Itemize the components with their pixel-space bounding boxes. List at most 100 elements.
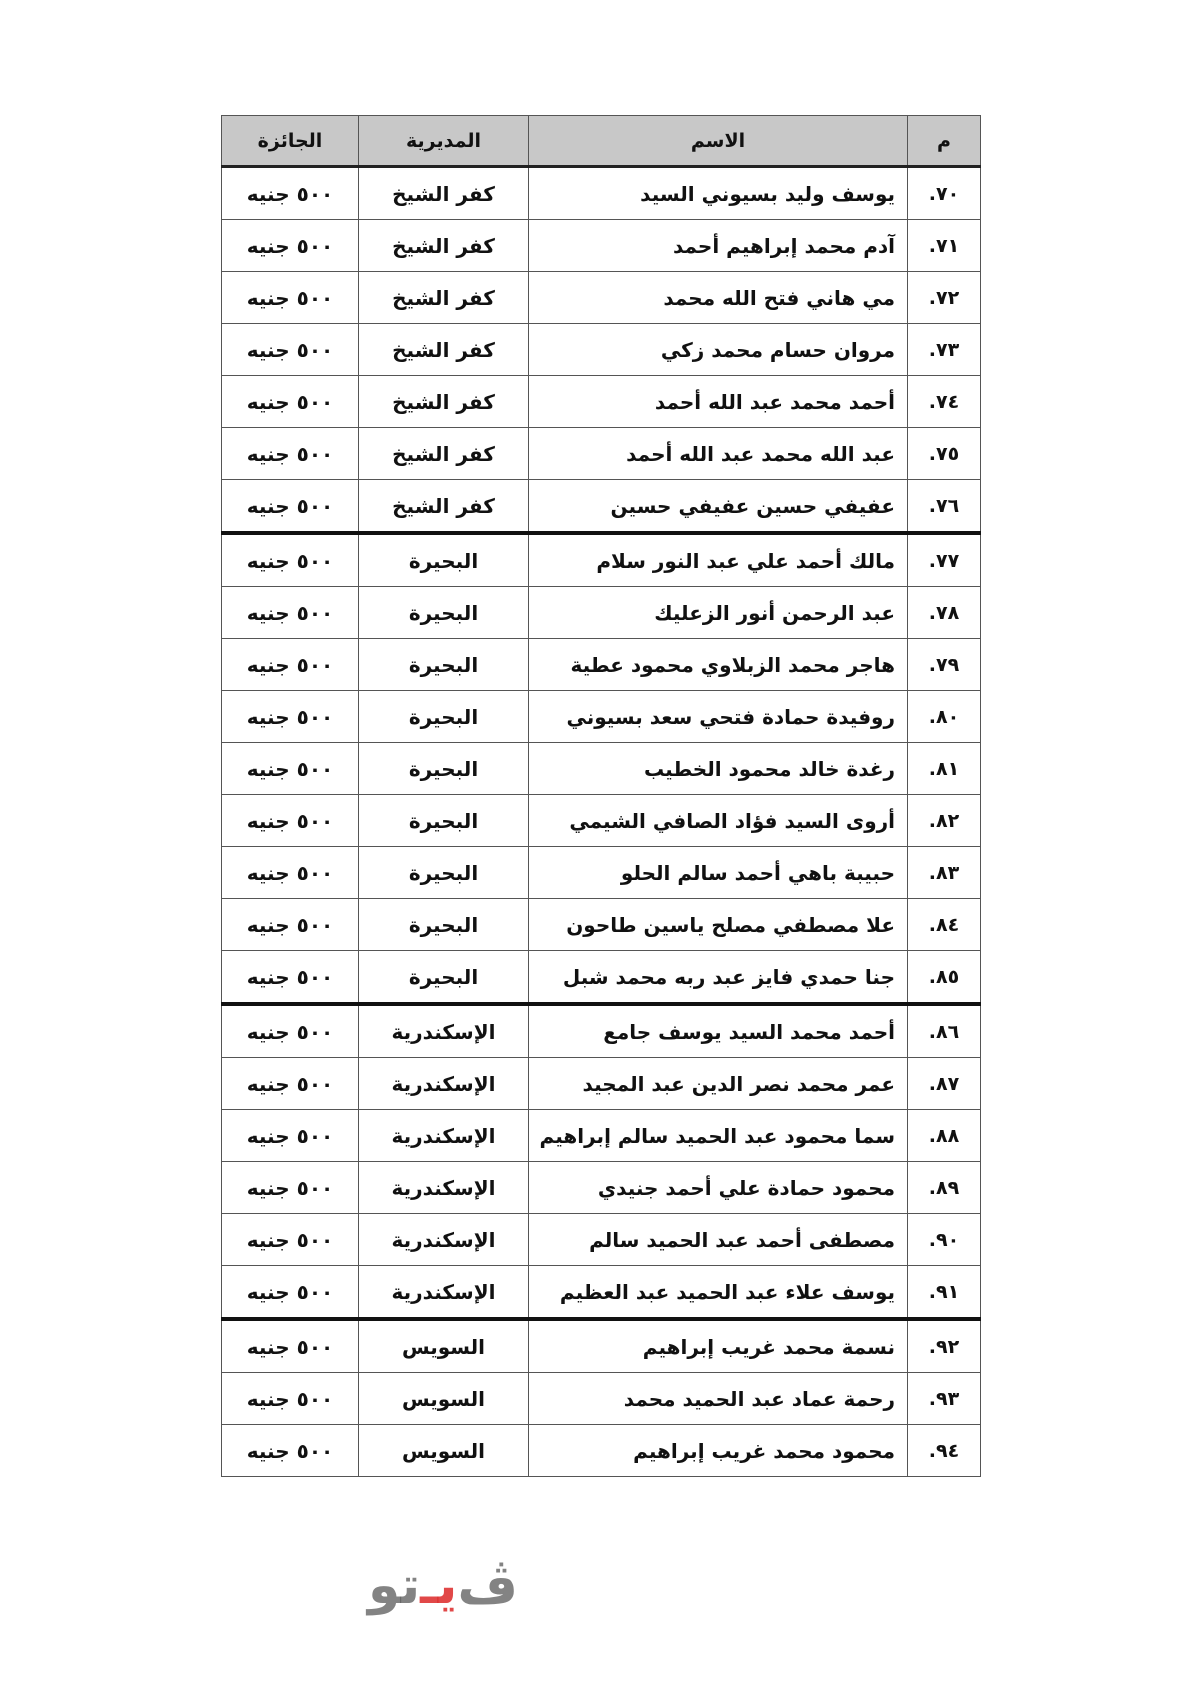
table-row: ٨٠. روفيدة حمادة فتحي سعد بسيوني البحيرة ٥٠… <box>221 690 981 743</box>
table-row: ٩٣. رحمة عماد عبد الحميد محمد السويس ٥٠٠ جن… <box>221 1372 981 1425</box>
row-prize: ٥٠٠ جنيه <box>221 1003 359 1058</box>
row-directorate: البحيرة <box>358 846 529 899</box>
table-row: ٧١. آدم محمد إبراهيم أحمد كفر الشيخ ٥٠٠ جني… <box>221 219 981 272</box>
row-name: نسمة محمد غريب إبراهيم <box>528 1318 908 1373</box>
row-index: ٩٢. <box>907 1318 981 1373</box>
table-row: ٨٥. جنا حمدي فايز عبد ربه محمد شبل البحيرة… <box>221 950 981 1006</box>
row-index: ٧٣. <box>907 323 981 376</box>
row-directorate: كفر الشيخ <box>358 479 529 535</box>
row-name: رغدة خالد محمود الخطيب <box>528 742 908 795</box>
row-name: مصطفى أحمد عبد الحميد سالم <box>528 1213 908 1266</box>
row-name: محمود محمد غريب إبراهيم <box>528 1424 908 1477</box>
header-directorate: المديرية <box>358 115 529 168</box>
row-directorate: كفر الشيخ <box>358 323 529 376</box>
row-name: أروى السيد فؤاد الصافي الشيمي <box>528 794 908 847</box>
row-prize: ٥٠٠ جنيه <box>221 1318 359 1373</box>
row-name: روفيدة حمادة فتحي سعد بسيوني <box>528 690 908 743</box>
row-prize: ٥٠٠ جنيه <box>221 1265 359 1321</box>
row-name: أحمد محمد السيد يوسف جامع <box>528 1003 908 1058</box>
table-row: ٨٦. أحمد محمد السيد يوسف جامع الإسكندرية ٥٠… <box>221 1003 981 1058</box>
table-row: ٧٤. أحمد محمد عبد الله أحمد كفر الشيخ ٥٠٠ ج… <box>221 375 981 428</box>
row-directorate: السويس <box>358 1318 529 1373</box>
row-directorate: كفر الشيخ <box>358 375 529 428</box>
row-prize: ٥٠٠ جنيه <box>221 1057 359 1110</box>
row-name: عفيفي حسين عفيفي حسين <box>528 479 908 535</box>
row-name: حبيبة باهي أحمد سالم الحلو <box>528 846 908 899</box>
watermark-logo: ڤيـتو <box>368 1555 518 1617</box>
row-prize: ٥٠٠ جنيه <box>221 1109 359 1162</box>
row-directorate: السويس <box>358 1372 529 1425</box>
row-directorate: البحيرة <box>358 742 529 795</box>
row-index: ٨٨. <box>907 1109 981 1162</box>
row-directorate: البحيرة <box>358 898 529 951</box>
row-index: ٧٨. <box>907 586 981 639</box>
row-prize: ٥٠٠ جنيه <box>221 1161 359 1214</box>
table-row: ٨٤. علا مصطفي مصلح ياسين طاحون البحيرة ٥٠٠ … <box>221 898 981 951</box>
row-name: رحمة عماد عبد الحميد محمد <box>528 1372 908 1425</box>
table-row: ٧٠. يوسف وليد بسيوني السيد كفر الشيخ ٥٠٠ جن… <box>221 166 981 220</box>
table-row: ٨٧. عمر محمد نصر الدين عبد المجيد الإسكندر… <box>221 1057 981 1110</box>
row-prize: ٥٠٠ جنيه <box>221 742 359 795</box>
row-index: ٨٧. <box>907 1057 981 1110</box>
table-row: ٨٩. محمود حمادة علي أحمد جنيدي الإسكندرية ٥… <box>221 1161 981 1214</box>
row-directorate: البحيرة <box>358 532 529 587</box>
row-index: ٩٠. <box>907 1213 981 1266</box>
table-row: ٧٢. مي هاني فتح الله محمد كفر الشيخ ٥٠٠ جني… <box>221 271 981 324</box>
row-directorate: كفر الشيخ <box>358 219 529 272</box>
row-directorate: الإسكندرية <box>358 1161 529 1214</box>
row-directorate: الإسكندرية <box>358 1265 529 1321</box>
row-prize: ٥٠٠ جنيه <box>221 427 359 480</box>
row-index: ٧٧. <box>907 532 981 587</box>
row-name: مي هاني فتح الله محمد <box>528 271 908 324</box>
row-prize: ٥٠٠ جنيه <box>221 479 359 535</box>
table-row: ٩٠. مصطفى أحمد عبد الحميد سالم الإسكندرية ٥… <box>221 1213 981 1266</box>
table-row: ٧٣. مروان حسام محمد زكي كفر الشيخ ٥٠٠ جنيه <box>221 323 981 376</box>
row-index: ٧٠. <box>907 166 981 220</box>
row-index: ٧٢. <box>907 271 981 324</box>
row-directorate: الإسكندرية <box>358 1109 529 1162</box>
row-directorate: البحيرة <box>358 586 529 639</box>
row-index: ٧٤. <box>907 375 981 428</box>
table-row: ٩٢. نسمة محمد غريب إبراهيم السويس ٥٠٠ جنيه <box>221 1318 981 1373</box>
row-directorate: البحيرة <box>358 950 529 1006</box>
row-index: ٩٣. <box>907 1372 981 1425</box>
row-index: ٨٥. <box>907 950 981 1006</box>
row-name: مروان حسام محمد زكي <box>528 323 908 376</box>
row-index: ٨٦. <box>907 1003 981 1058</box>
row-name: عبد الله محمد عبد الله أحمد <box>528 427 908 480</box>
row-prize: ٥٠٠ جنيه <box>221 1213 359 1266</box>
row-prize: ٥٠٠ جنيه <box>221 846 359 899</box>
winners-table: م الاسم المديرية الجائزة ٧٠. يوسف وليد بس… <box>221 115 981 1477</box>
table-row: ٧٩. هاجر محمد الزبلاوي محمود عطية البحيرة ٥… <box>221 638 981 691</box>
row-prize: ٥٠٠ جنيه <box>221 219 359 272</box>
row-index: ٨١. <box>907 742 981 795</box>
row-prize: ٥٠٠ جنيه <box>221 1424 359 1477</box>
row-name: علا مصطفي مصلح ياسين طاحون <box>528 898 908 951</box>
header-prize: الجائزة <box>221 115 359 168</box>
row-prize: ٥٠٠ جنيه <box>221 898 359 951</box>
table-row: ٨١. رغدة خالد محمود الخطيب البحيرة ٥٠٠ جنيه <box>221 742 981 795</box>
watermark-part-a: ڤ <box>457 1556 518 1616</box>
row-name: محمود حمادة علي أحمد جنيدي <box>528 1161 908 1214</box>
table-row: ٧٥. عبد الله محمد عبد الله أحمد كفر الشيخ ٥… <box>221 427 981 480</box>
row-name: أحمد محمد عبد الله أحمد <box>528 375 908 428</box>
table-row: ٨٨. سما محمود عبد الحميد سالم إبراهيم الإس… <box>221 1109 981 1162</box>
row-prize: ٥٠٠ جنيه <box>221 794 359 847</box>
row-prize: ٥٠٠ جنيه <box>221 950 359 1006</box>
row-index: ٨٣. <box>907 846 981 899</box>
row-prize: ٥٠٠ جنيه <box>221 323 359 376</box>
table-row: ٩١. يوسف علاء عبد الحميد عبد العظيم الإسكن… <box>221 1265 981 1321</box>
table-row: ٧٧. مالك أحمد علي عبد النور سلام البحيرة ٥٠… <box>221 532 981 587</box>
row-name: سما محمود عبد الحميد سالم إبراهيم <box>528 1109 908 1162</box>
header-name: الاسم <box>528 115 908 168</box>
row-name: عبد الرحمن أنور الزعليك <box>528 586 908 639</box>
row-directorate: البحيرة <box>358 638 529 691</box>
row-index: ٨٠. <box>907 690 981 743</box>
row-index: ٧٩. <box>907 638 981 691</box>
row-index: ٨٢. <box>907 794 981 847</box>
row-index: ٧١. <box>907 219 981 272</box>
row-prize: ٥٠٠ جنيه <box>221 532 359 587</box>
row-prize: ٥٠٠ جنيه <box>221 166 359 220</box>
row-index: ٧٦. <box>907 479 981 535</box>
row-index: ٧٥. <box>907 427 981 480</box>
